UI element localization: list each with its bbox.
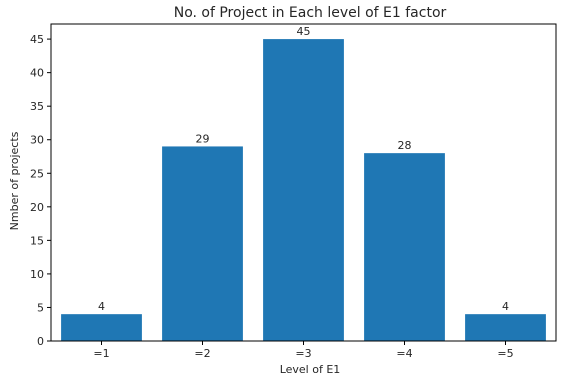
y-tick-label: 20 bbox=[30, 201, 44, 214]
data-label: 29 bbox=[196, 132, 210, 145]
bar bbox=[465, 314, 546, 341]
data-label: 28 bbox=[398, 139, 412, 152]
data-label: 4 bbox=[98, 300, 105, 313]
axes-frame bbox=[50, 23, 557, 342]
y-tick-label: 40 bbox=[30, 67, 44, 80]
bar bbox=[364, 153, 445, 341]
plot-area: 4 =1 29 =2 45 =3 28 =4 4 =5 0 5 10 15 20 25 30 35 40 45 bbox=[30, 23, 557, 360]
data-label: 45 bbox=[297, 25, 311, 38]
x-tick-label: =4 bbox=[396, 347, 412, 360]
bar bbox=[162, 146, 243, 341]
y-axis-label: Nmber of projects bbox=[8, 131, 21, 230]
y-tick-label: 5 bbox=[37, 301, 44, 314]
y-tick-label: 45 bbox=[30, 33, 44, 46]
bar bbox=[61, 314, 142, 341]
y-tick-label: 10 bbox=[30, 268, 44, 281]
y-tick-label: 25 bbox=[30, 167, 44, 180]
chart-title: No. of Project in Each level of E1 facto… bbox=[174, 5, 447, 21]
data-label: 4 bbox=[502, 300, 509, 313]
y-tick-label: 0 bbox=[37, 335, 44, 348]
x-tick-label: =3 bbox=[295, 347, 311, 360]
y-tick-label: 30 bbox=[30, 134, 44, 147]
x-tick-label: =5 bbox=[497, 347, 513, 360]
x-tick-label: =1 bbox=[93, 347, 109, 360]
y-tick-label: 35 bbox=[30, 100, 44, 113]
x-axis-label: Level of E1 bbox=[280, 363, 341, 376]
y-tick-label: 15 bbox=[30, 234, 44, 247]
bar bbox=[263, 39, 344, 341]
x-tick-label: =2 bbox=[194, 347, 210, 360]
